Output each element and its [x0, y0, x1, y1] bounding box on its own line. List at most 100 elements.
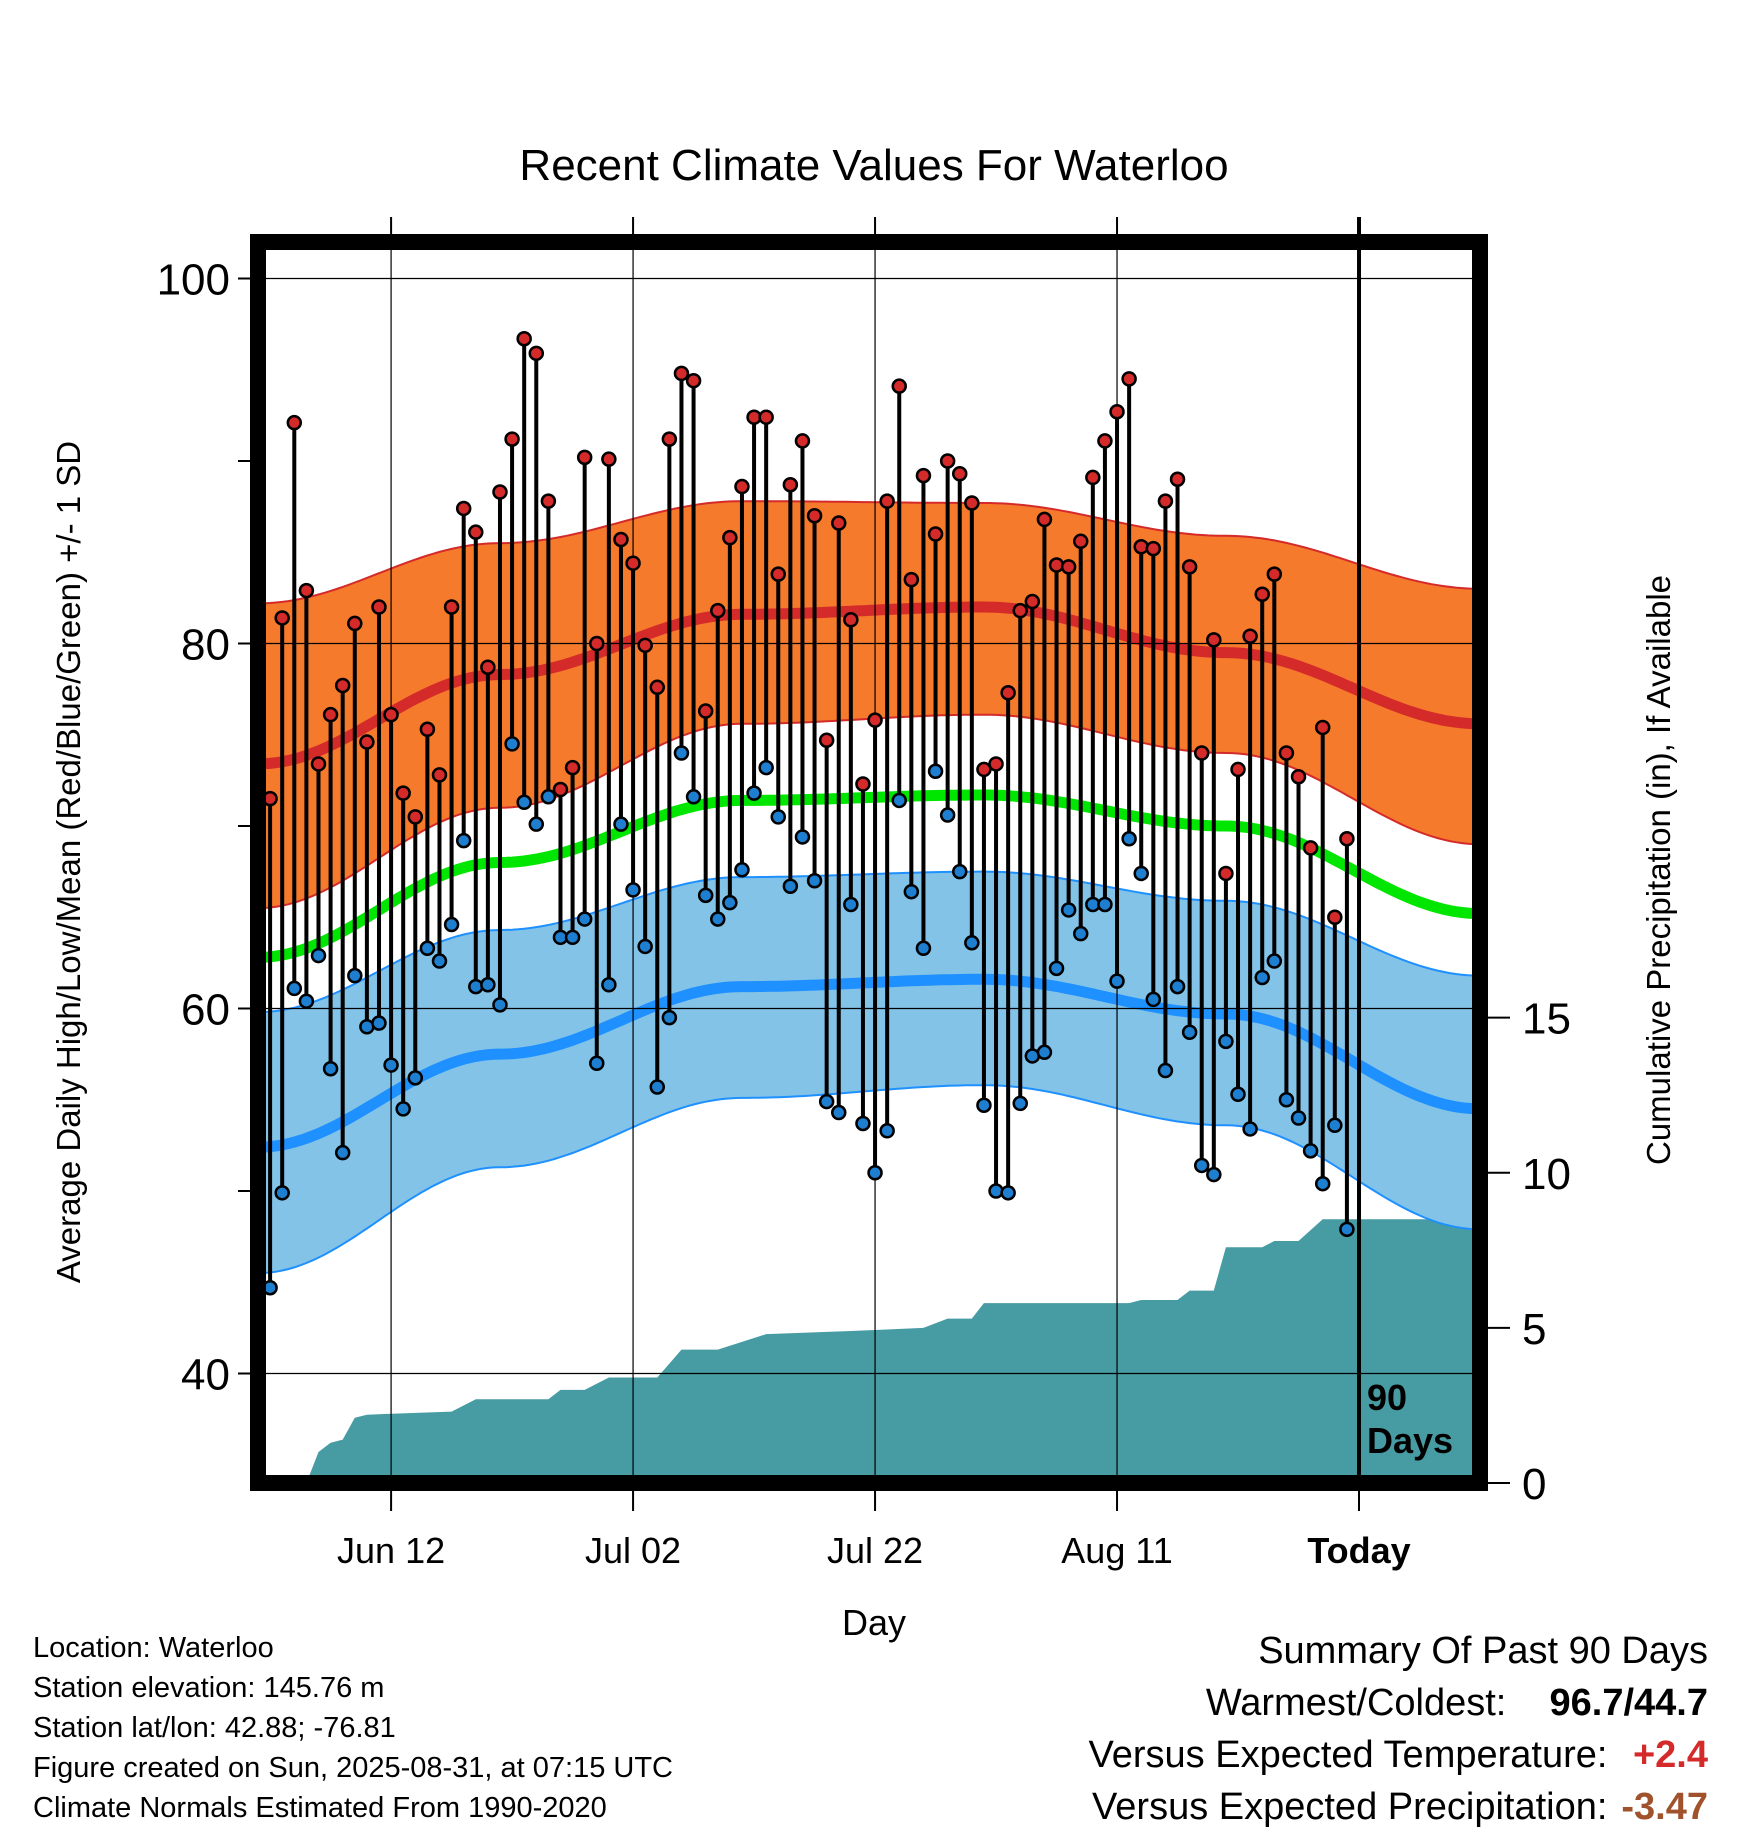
daily-low-point — [1181, 1024, 1198, 1040]
today-marker-label: Days — [1367, 1420, 1453, 1461]
daily-low-point — [468, 978, 484, 995]
daily-low-point — [1339, 1221, 1355, 1238]
station-latlon: Station lat/lon: 42.88; -76.81 — [33, 1712, 396, 1744]
daily-high-point — [1121, 371, 1137, 387]
climate-normals-note: Climate Normals Estimated From 1990-2020 — [33, 1792, 607, 1824]
daily-low-point — [1242, 1121, 1258, 1137]
daily-low-point — [1048, 960, 1065, 977]
daily-high-point — [1072, 533, 1089, 550]
daily-high-point — [903, 571, 920, 588]
daily-high-point — [673, 365, 690, 382]
warm-cold-label: Warmest/Coldest: — [1205, 1682, 1507, 1724]
daily-low-point — [1278, 1092, 1295, 1108]
daily-low-point — [818, 1093, 835, 1110]
y-tick-label: 80 — [181, 621, 230, 670]
daily-low-point — [843, 896, 859, 913]
daily-high-point — [818, 732, 835, 748]
daily-high-point — [927, 526, 944, 542]
station-location: Location: Waterloo — [33, 1632, 274, 1664]
y-axis-label: Average Daily High/Low/Mean (Red/Blue/Gr… — [50, 441, 87, 1283]
high-sd-band — [258, 501, 1480, 909]
daily-low-point — [1145, 991, 1162, 1008]
daily-high-point — [1266, 566, 1283, 582]
daily-high-point — [540, 493, 557, 509]
daily-high-point — [1193, 745, 1210, 761]
daily-low-point — [395, 1101, 411, 1117]
daily-low-point — [334, 1144, 351, 1161]
daily-high-point — [1242, 628, 1258, 644]
y2-axis-label: Cumulative Precipitation (in), If Availa… — [1640, 575, 1677, 1165]
daily-high-point — [988, 756, 1004, 772]
daily-high-point — [516, 330, 532, 347]
daily-high-point — [274, 610, 290, 626]
low-sd-lower-line — [258, 1084, 1480, 1275]
daily-low-point — [661, 1009, 678, 1026]
daily-high-point — [915, 467, 932, 484]
daily-high-point — [564, 759, 581, 776]
daily-high-point — [734, 478, 750, 495]
warmest-value: 96.7 — [1549, 1682, 1624, 1724]
y2-tick-label: 15 — [1522, 995, 1571, 1044]
daily-low-point — [855, 1115, 871, 1132]
daily-high-point — [1012, 602, 1028, 619]
daily-low-point — [770, 809, 787, 825]
daily-high-point — [298, 582, 315, 599]
daily-low-point — [806, 873, 823, 889]
daily-low-point — [286, 980, 303, 997]
daily-low-point — [927, 763, 944, 779]
daily-low-point — [734, 862, 750, 878]
daily-high-point — [951, 466, 968, 482]
daily-high-point — [1314, 719, 1331, 736]
daily-high-point — [347, 615, 363, 632]
daily-high-point — [1048, 557, 1065, 573]
daily-low-point — [879, 1123, 895, 1139]
daily-low-point — [443, 916, 460, 933]
daily-low-point — [1097, 896, 1113, 913]
daily-high-point — [371, 599, 387, 615]
daily-high-point — [1206, 632, 1222, 648]
summary-heading: Summary Of Past 90 Days — [1258, 1630, 1708, 1672]
daily-high-point — [964, 495, 980, 511]
daily-low-point — [867, 1165, 883, 1181]
daily-low-point — [383, 1057, 399, 1073]
daily-low-point — [1327, 1117, 1343, 1134]
high-sd-upper-line — [258, 500, 1480, 605]
daily-high-point — [1290, 768, 1307, 785]
daily-high-point — [625, 555, 641, 571]
daily-high-point — [431, 767, 448, 783]
x-tick-label: Jul 02 — [585, 1530, 681, 1571]
daily-low-point — [625, 882, 641, 898]
daily-high-point — [286, 414, 303, 431]
daily-high-point — [1085, 469, 1101, 486]
daily-high-point — [1133, 539, 1149, 555]
daily-high-point — [419, 721, 436, 738]
daily-low-point — [697, 887, 714, 904]
station-info: Location: Waterloo Station elevation: 14… — [33, 1628, 673, 1828]
daily-high-point — [480, 659, 496, 675]
daily-low-point — [1036, 1044, 1053, 1061]
station-elevation: Station elevation: 145.76 m — [33, 1672, 385, 1704]
daily-high-point — [649, 679, 666, 696]
x-tick-label: Jun 12 — [337, 1530, 445, 1571]
daily-low-point — [504, 736, 520, 752]
low-sd-band — [258, 871, 1480, 1274]
daily-low-point — [371, 1015, 387, 1031]
daily-low-point — [576, 911, 593, 927]
daily-low-point — [455, 832, 472, 849]
low-sd-upper-line — [258, 870, 1480, 1014]
daily-low-point — [310, 947, 327, 964]
daily-low-point — [1060, 902, 1077, 918]
summary-precip: Versus Expected Precipitation: -3.47 — [1089, 1781, 1708, 1833]
daily-high-point — [359, 734, 375, 750]
daily-low-point — [915, 940, 932, 957]
daily-high-point — [831, 515, 847, 531]
daily-high-point — [310, 756, 327, 772]
daily-low-point — [274, 1185, 290, 1201]
warm-cold-separator: / — [1623, 1682, 1635, 1724]
daily-high-point — [1060, 559, 1077, 575]
daily-high-point — [1024, 593, 1041, 610]
daily-low-point — [407, 1070, 424, 1086]
daily-low-point — [431, 953, 448, 969]
summary-panel: Summary Of Past 90 Days Warmest/Coldest:… — [1089, 1625, 1708, 1833]
summary-warm-cold: Warmest/Coldest: 96.7/44.7 — [1089, 1677, 1708, 1729]
